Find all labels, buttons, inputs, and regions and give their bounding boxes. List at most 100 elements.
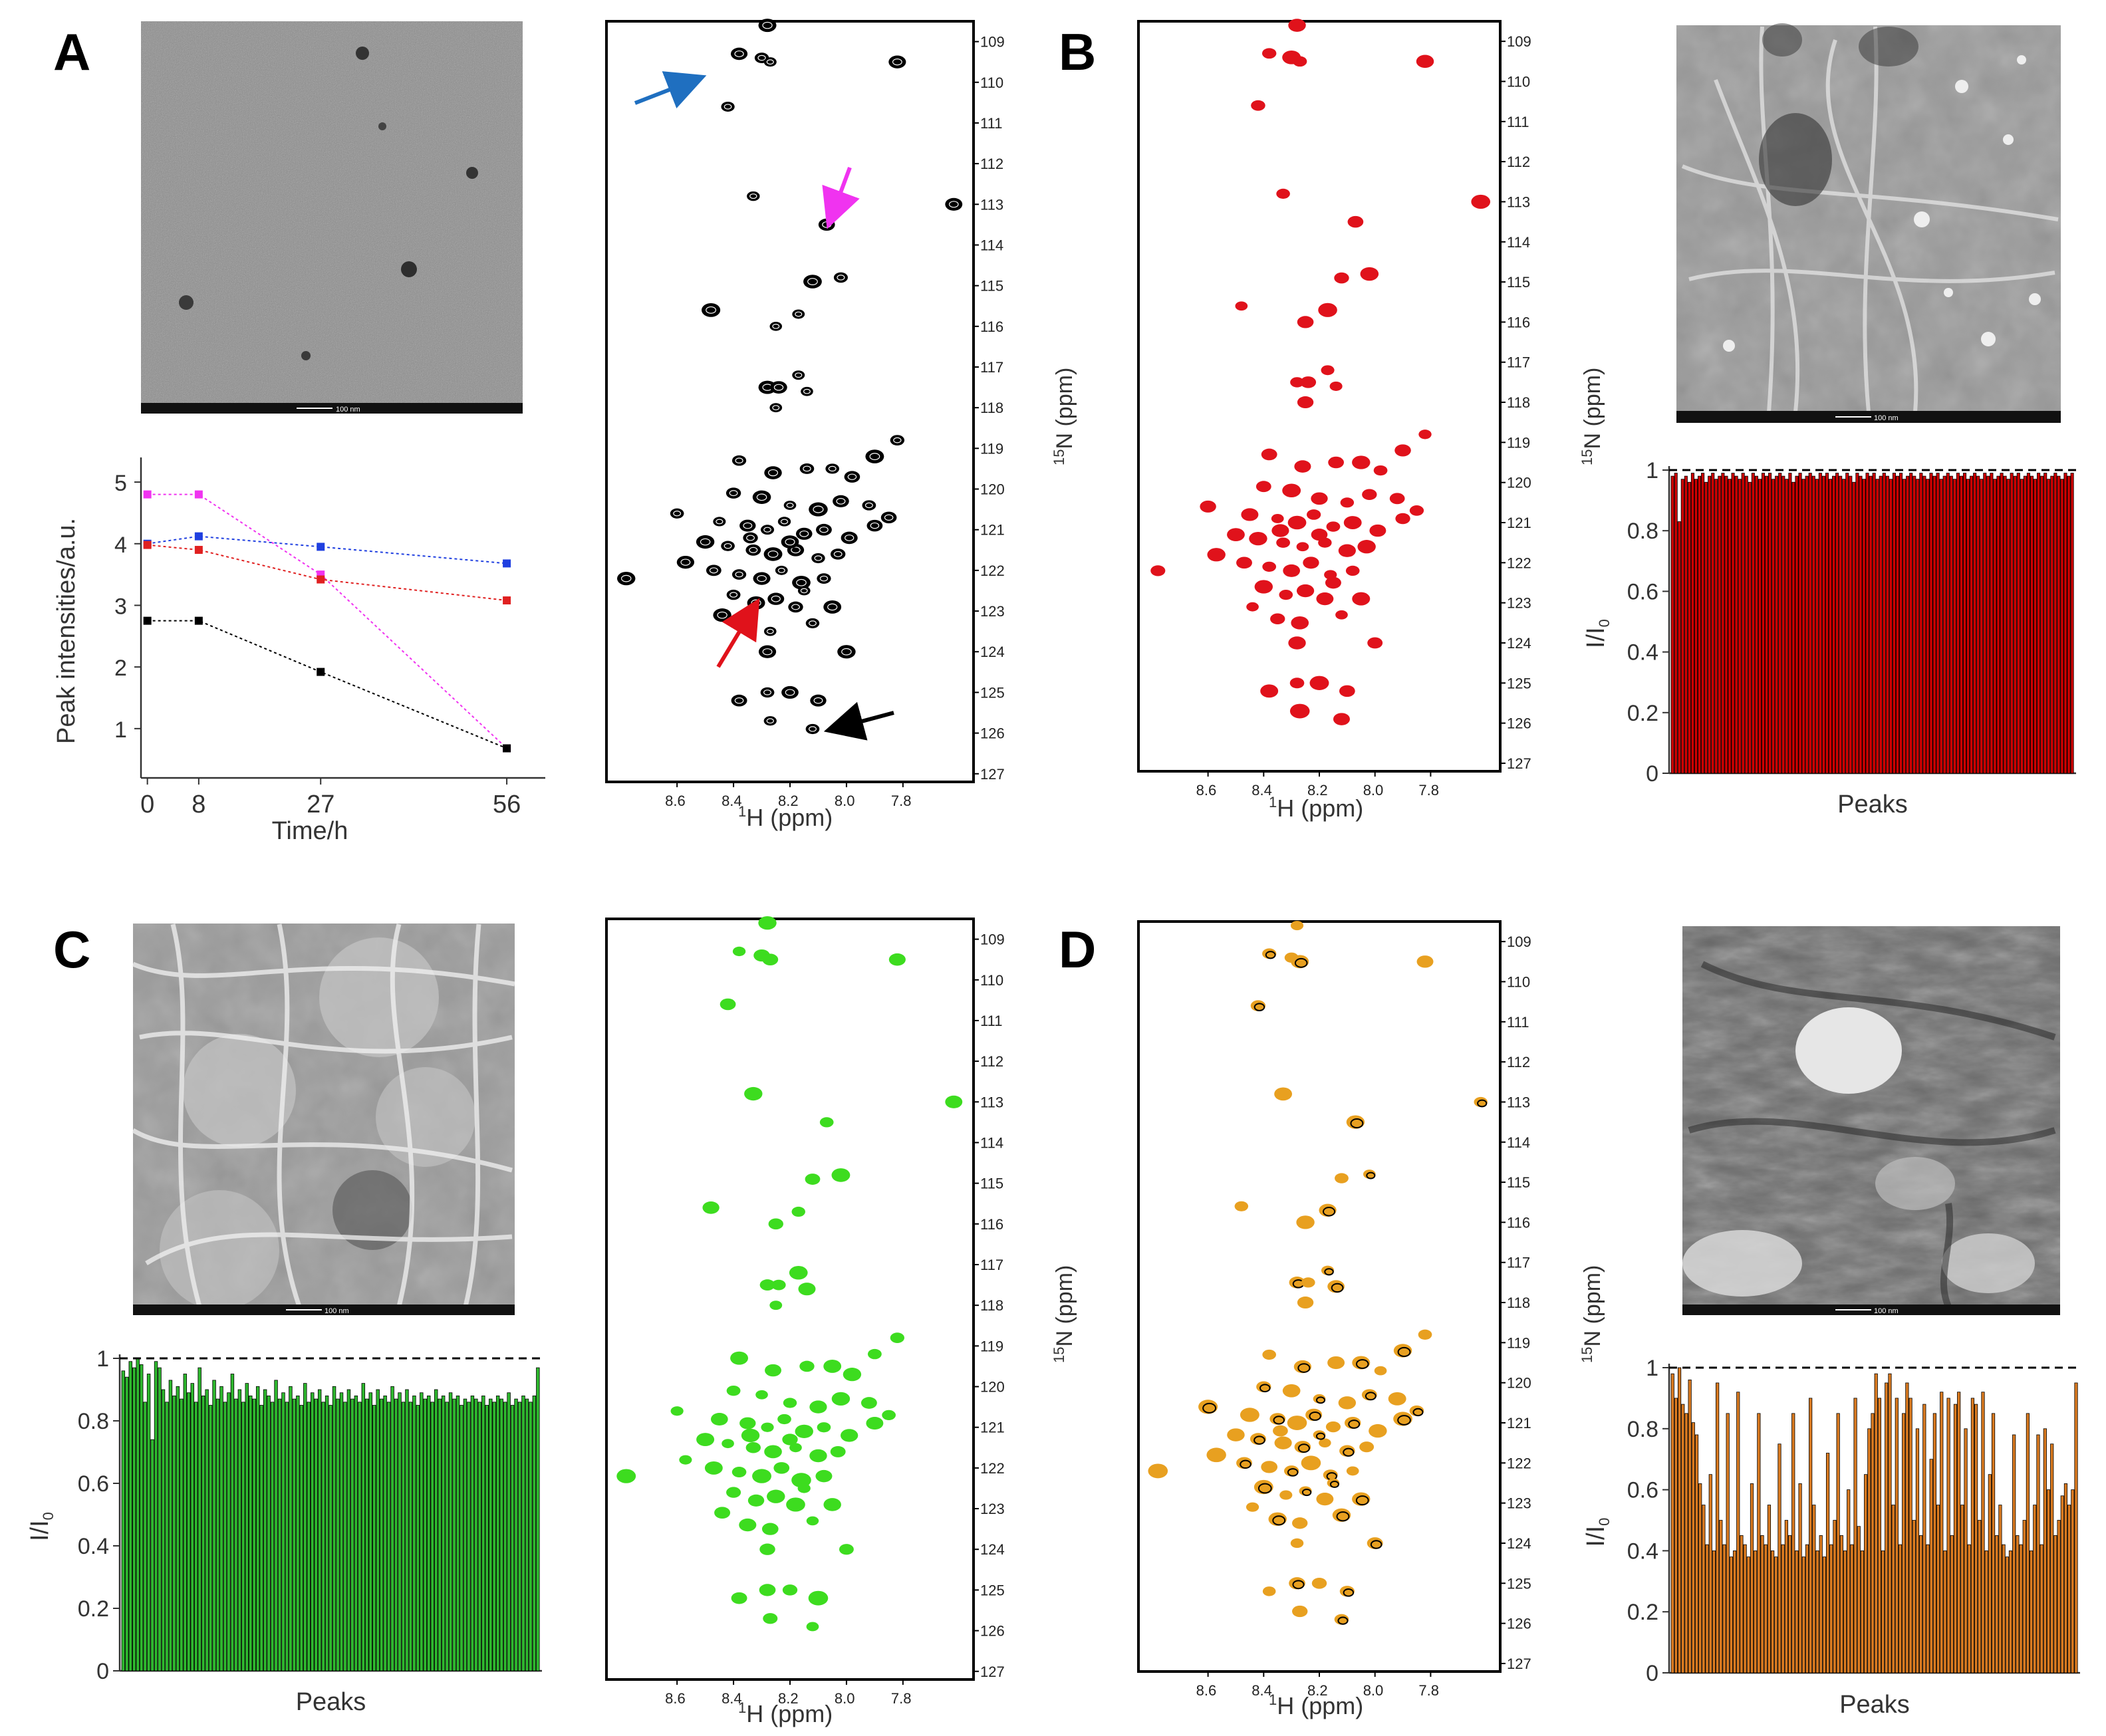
bar xyxy=(521,1395,525,1672)
bar xyxy=(2046,1489,2051,1674)
bar xyxy=(1885,1382,1889,1674)
nmr-peak xyxy=(770,381,787,394)
nmr-peak xyxy=(798,1283,816,1296)
bar xyxy=(1891,1505,1895,1674)
nmr-peak-contour xyxy=(813,505,824,513)
y-tick-label: 0.6 xyxy=(1627,579,1658,604)
bar xyxy=(1819,1535,1823,1674)
bar xyxy=(1966,479,1970,774)
nmr-peak xyxy=(1207,548,1226,562)
bar xyxy=(1874,1373,1878,1674)
bar xyxy=(1684,475,1688,774)
bar xyxy=(1677,1367,1682,1674)
nmr-peak xyxy=(1293,56,1307,67)
bar xyxy=(321,1402,325,1672)
y-tick-label: 0.8 xyxy=(1627,1417,1658,1442)
nmr-peak xyxy=(1287,1416,1307,1430)
n-tick-label: 121 xyxy=(1507,515,1531,531)
nmr-peak-contour xyxy=(1240,1459,1251,1469)
bar xyxy=(1781,475,1785,774)
bar xyxy=(307,1402,311,1672)
nmr-peak-contour xyxy=(893,437,902,443)
x-tick-label: 56 xyxy=(493,791,521,818)
bar xyxy=(1828,479,1833,774)
nmr-peak xyxy=(1297,396,1314,409)
n-tick-label: 114 xyxy=(980,1134,1003,1151)
nmr-peak xyxy=(1297,316,1314,328)
nmr-peak xyxy=(816,523,832,536)
nmr-peak xyxy=(1241,508,1259,521)
bar xyxy=(489,1398,493,1672)
nmr-peak xyxy=(617,571,636,586)
bar xyxy=(1798,1483,1802,1674)
nmr-peak xyxy=(731,1592,747,1604)
bar xyxy=(1811,475,1815,774)
bar xyxy=(1905,1382,1909,1674)
data-point-blue xyxy=(194,532,203,541)
bar xyxy=(252,1398,256,1672)
bar xyxy=(1731,473,1735,774)
h-tick-label: 8.2 xyxy=(1307,1682,1328,1699)
nmr-peak-contour xyxy=(1253,1003,1265,1012)
nmr-peak xyxy=(783,1398,797,1408)
n-tick-label: 123 xyxy=(980,603,1005,620)
bar xyxy=(1959,475,1963,774)
data-point-black xyxy=(194,616,203,625)
bar xyxy=(1990,473,1994,774)
nmr-peak xyxy=(731,47,748,61)
nmr-peak xyxy=(862,500,876,511)
bar xyxy=(1859,475,1863,774)
bar xyxy=(2016,473,2020,774)
data-point-magenta xyxy=(143,490,152,499)
n-tick-label: 115 xyxy=(1507,274,1530,291)
bar xyxy=(1950,1535,1954,1674)
bar xyxy=(2005,1556,2009,1674)
nmr-peak-contour xyxy=(1315,1432,1326,1440)
nmr-peak-contour xyxy=(1273,1416,1285,1425)
bar xyxy=(1974,1404,1978,1674)
n-tick-label: 122 xyxy=(1507,555,1531,571)
bar xyxy=(132,1367,136,1672)
bar xyxy=(289,1386,293,1672)
n-tick-label: 115 xyxy=(1507,1174,1530,1191)
nmr-peak-contour xyxy=(743,522,753,529)
nmr-peak xyxy=(831,1392,851,1406)
n-tick-label: 120 xyxy=(980,481,1005,498)
nmr-peak xyxy=(1394,444,1411,457)
bar xyxy=(434,1389,438,1672)
nmr-peak xyxy=(866,1417,884,1430)
nmr-peak xyxy=(1325,1421,1341,1433)
bar xyxy=(1899,473,1903,774)
bar xyxy=(267,1395,271,1672)
bar xyxy=(532,1395,537,1672)
nmr-peak xyxy=(1303,557,1319,569)
nmr-peak-contour xyxy=(767,550,779,558)
bar xyxy=(299,1405,304,1672)
bar xyxy=(197,1367,201,1672)
nmr-peak-contour xyxy=(724,104,732,110)
bar xyxy=(339,1392,344,1672)
nmr-peak xyxy=(809,1400,827,1414)
nmr-peak xyxy=(706,564,722,576)
bar xyxy=(332,1386,336,1672)
nmr-peak xyxy=(817,573,831,584)
bar xyxy=(514,1398,518,1672)
nmr-peak xyxy=(1316,1493,1334,1506)
bar xyxy=(1778,473,1782,774)
bar xyxy=(1983,473,1987,774)
nmr-peak xyxy=(721,541,735,551)
bar xyxy=(1748,481,1752,774)
nmr-peak xyxy=(1334,272,1349,284)
bar xyxy=(215,1398,220,1672)
nmr-peak xyxy=(1261,448,1277,461)
bar xyxy=(1791,481,1795,774)
nmr-peak-contour xyxy=(892,59,902,66)
bar xyxy=(2071,1489,2075,1674)
bar xyxy=(1701,473,1705,774)
nmr-peak xyxy=(758,645,777,658)
series-line-blue xyxy=(147,535,507,564)
bar xyxy=(146,1374,151,1672)
nmr-peak xyxy=(1254,580,1273,594)
bar xyxy=(136,1358,140,1672)
